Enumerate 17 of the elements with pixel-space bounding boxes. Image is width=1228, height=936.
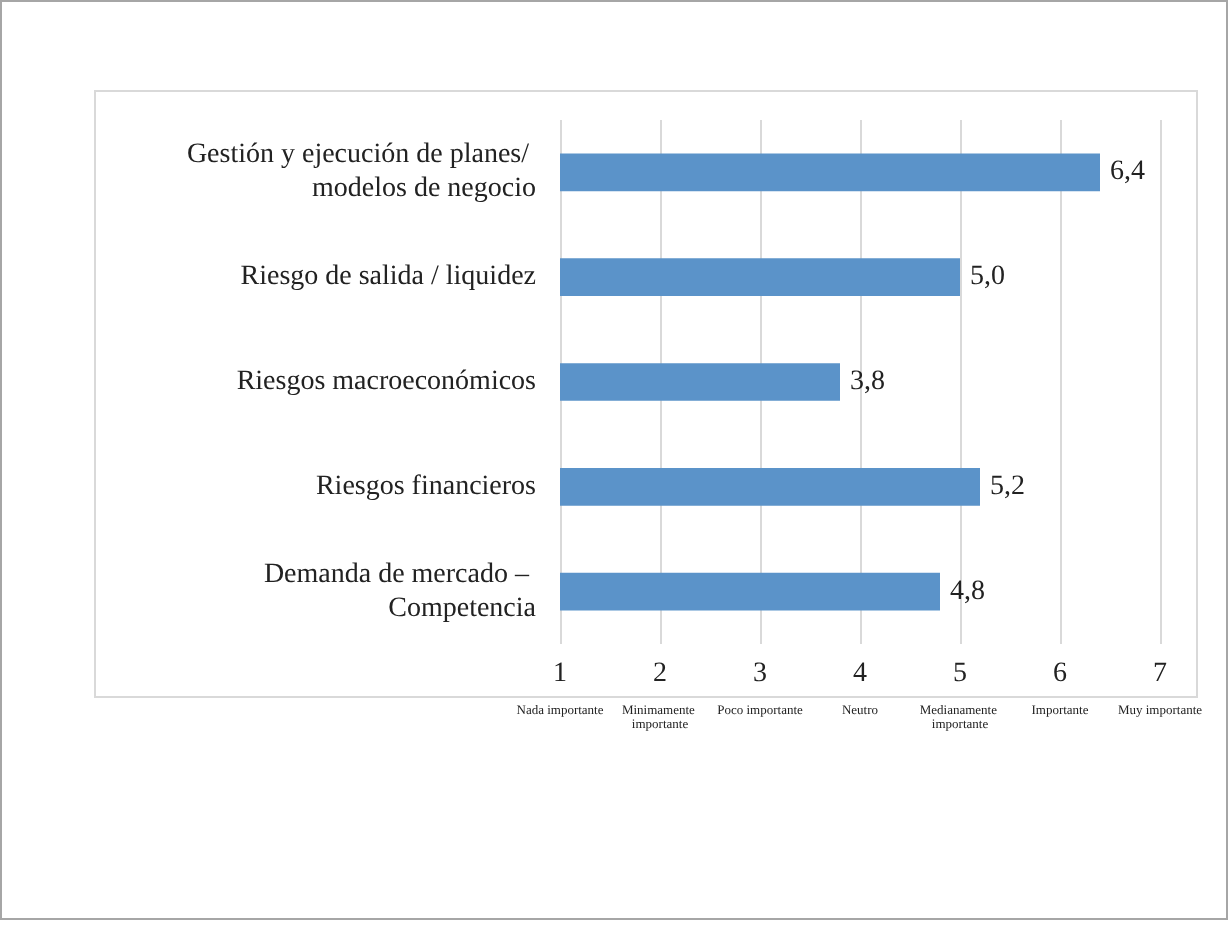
y-tick-label: Demanda de mercado – Competencia <box>263 559 538 624</box>
x-tick-label: 4 <box>853 659 867 689</box>
data-label: 5,2 <box>990 471 1025 502</box>
x-tick-label: 3 <box>753 659 767 689</box>
x-tick-label: 2 <box>653 659 667 689</box>
y-tick-label: Riesgo de salida / liquidez <box>240 262 536 293</box>
x-tick-label: 7 <box>1153 659 1167 689</box>
x-tick-label: 5 <box>953 659 967 689</box>
data-label: 4,8 <box>950 576 985 607</box>
data-label: 5,0 <box>970 262 1005 293</box>
data-label: 3,8 <box>850 367 885 397</box>
x-tick-label: 1 <box>553 659 567 689</box>
data-label: 6,4 <box>1110 157 1145 188</box>
y-tick-label: Riesgos financieros <box>315 471 536 502</box>
y-tick-label: Riesgos macroeconómicos <box>236 367 536 397</box>
y-tick-label: Gestión y ejecución de planes/ modelos de negocio <box>186 140 536 205</box>
x-tick-label: 6 <box>1053 659 1067 689</box>
